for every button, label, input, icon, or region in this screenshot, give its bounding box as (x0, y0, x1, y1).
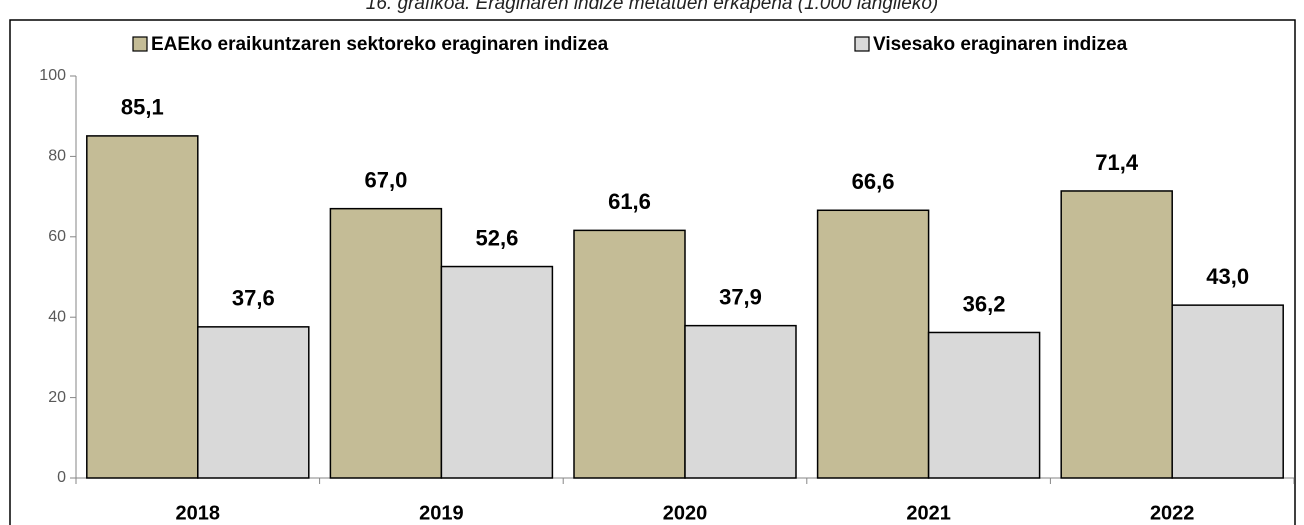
y-tick-label: 0 (57, 469, 66, 486)
y-tick-label: 80 (48, 148, 66, 165)
bar (927, 331, 1041, 479)
x-tick-label: 2022 (1150, 502, 1195, 524)
x-tick-label: 2021 (906, 502, 951, 524)
chart-title: 16. grafikoa. Eraginaren indize metatuen… (366, 0, 938, 14)
x-tick-label: 2020 (663, 502, 708, 524)
bar (816, 209, 930, 479)
bar (440, 265, 554, 479)
data-label: 71,4 (1095, 150, 1139, 175)
x-tick-label: 2019 (419, 502, 464, 524)
legend-swatch (132, 36, 148, 52)
legend-label: EAEko eraikuntzaren sektoreko eraginaren… (151, 34, 609, 55)
y-tick-label: 40 (48, 308, 66, 325)
data-label: 66,6 (852, 169, 895, 194)
legend-label: Visesako eraginaren indizea (873, 34, 1128, 55)
y-tick-label: 100 (39, 67, 66, 84)
data-label: 67,0 (364, 167, 407, 192)
data-label: 61,6 (608, 189, 651, 214)
bar (86, 135, 199, 479)
data-label: 85,1 (121, 95, 164, 120)
y-tick-label: 20 (48, 389, 66, 406)
data-label: 43,0 (1206, 264, 1249, 289)
bar (1171, 304, 1284, 479)
bar (329, 207, 443, 479)
bar (197, 326, 310, 479)
y-tick-label: 60 (48, 228, 66, 245)
data-label: 37,9 (719, 284, 762, 309)
data-label: 37,6 (232, 286, 275, 311)
bar (684, 324, 797, 479)
x-tick-label: 2018 (176, 502, 221, 524)
legend-swatch (854, 36, 870, 52)
bar (573, 229, 686, 479)
data-label: 52,6 (475, 225, 518, 250)
data-label: 36,2 (963, 291, 1006, 316)
bar (1060, 190, 1173, 479)
